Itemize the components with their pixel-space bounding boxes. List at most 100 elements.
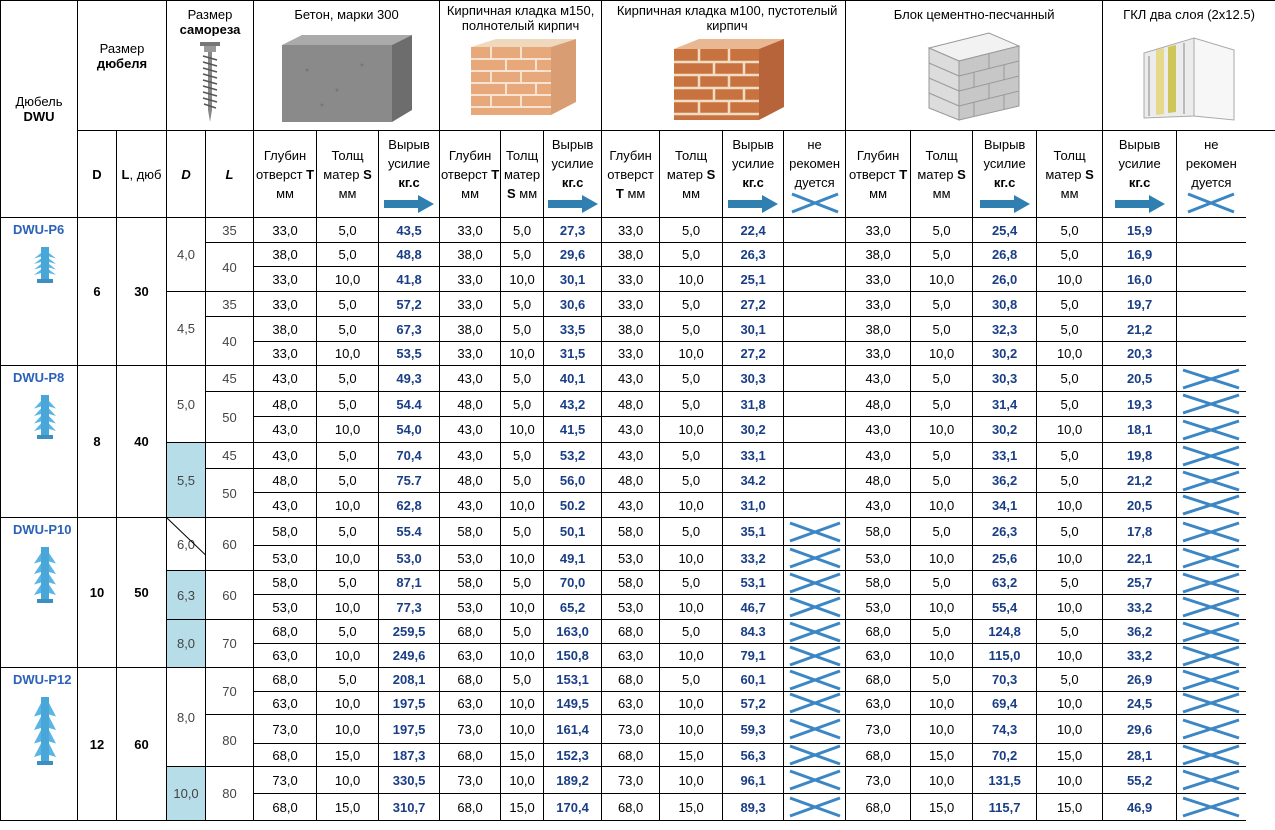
depth-label: Глубин отверст <box>607 147 654 182</box>
value-cell: 10,0 <box>316 266 380 292</box>
value-cell: 197,5 <box>378 714 441 744</box>
value-cell: 48,0 <box>845 391 912 417</box>
solid-brick-image <box>470 39 576 115</box>
not-recommended-cell <box>1176 217 1246 243</box>
value-cell: 10,0 <box>659 594 724 620</box>
pullout-label: Вырыв усилие <box>1118 137 1161 171</box>
value-cell: 149,5 <box>543 691 603 715</box>
value-cell: 30,1 <box>543 266 603 292</box>
value-cell: 29,6 <box>543 242 603 267</box>
value-cell: 5,0 <box>316 468 380 493</box>
value-cell: 15,0 <box>910 793 974 821</box>
material-header-solid-brick: Кирпичная кладка м150, полнотелый кирпич <box>439 0 603 131</box>
value-cell: 46,7 <box>722 594 785 620</box>
pullout-label: Вырыв усилие <box>387 137 431 171</box>
value-cell: 115,0 <box>972 643 1038 668</box>
value-cell: 48,0 <box>439 468 502 493</box>
value-cell: 58,0 <box>845 570 912 595</box>
thickness-symbol: S <box>1085 166 1094 182</box>
value-cell: 53,0 <box>601 594 661 620</box>
value-cell: 10,0 <box>500 266 545 292</box>
screw-diameter: 5,0 <box>166 365 207 443</box>
value-cell: 5,0 <box>500 391 545 417</box>
col-head-not-recommended: не рекомен дуется <box>1176 130 1246 218</box>
value-cell: 21,2 <box>1102 468 1178 493</box>
value-cell: 15,0 <box>659 743 724 767</box>
not-recommended-cross-icon <box>1182 596 1240 618</box>
value-cell: 20,3 <box>1102 341 1178 366</box>
value-cell: 36,2 <box>972 468 1038 493</box>
value-cell: 46,9 <box>1102 793 1178 821</box>
table-row: 8,0 70 68,0 5,0 259,5 68,0 5,0 163,0 68,0 5,0 84.3… <box>1 619 1275 668</box>
not-recommended-cell <box>1176 416 1246 443</box>
value-cell: 5,0 <box>1036 217 1104 243</box>
value-cell: 63,0 <box>253 691 318 715</box>
not-recommended-cross-icon <box>789 621 841 642</box>
cement-block-image <box>927 32 1021 121</box>
value-cell: 84.3 <box>722 619 785 644</box>
value-cell: 27,2 <box>722 341 785 366</box>
value-cell: 115,7 <box>972 793 1038 821</box>
not-recommended-cell <box>783 365 847 392</box>
value-cell: 20,5 <box>1102 365 1178 392</box>
value-cell: 38,0 <box>253 316 318 342</box>
table-row: 5,5 45 43,0 5,0 70,4 43,0 5,0 53,2 43,0 5,0 33,1 43… <box>1 442 1275 518</box>
material-header-concrete: Бетон, марки 300 <box>253 0 441 131</box>
screw-length: 70 <box>205 667 255 715</box>
not-recommended-cross-icon <box>1182 744 1240 766</box>
value-cell: 68,0 <box>439 667 502 692</box>
value-cell: 43,0 <box>439 416 502 443</box>
value-cell: 33,0 <box>845 266 912 292</box>
value-cell: 53,0 <box>845 594 912 620</box>
dowel-icon <box>34 697 56 765</box>
value-cell: 43,0 <box>253 365 318 392</box>
header-row-sub: D L, дюб D L Глубин отверст Т мм Толщ ма… <box>1 130 1275 218</box>
not-recommended-cell <box>1176 341 1246 366</box>
value-cell: 38,0 <box>845 316 912 342</box>
not-recommended-cell <box>1176 691 1246 715</box>
value-cell: 57,2 <box>722 691 785 715</box>
screw-diameter: 4,0 <box>166 217 207 292</box>
table-row: DWU-P10 10 50 6,0 60 58,0 5,0 55.4 58,0 5,0 50,1 58… <box>0 517 1275 668</box>
value-cell: 33,0 <box>601 217 661 243</box>
value-cell: 330,5 <box>378 766 441 794</box>
thickness-label: Толщ матер <box>503 147 541 182</box>
dowel-icon <box>34 395 56 439</box>
value-cell: 68,0 <box>439 619 502 644</box>
col-head-dowel-l: L, дюб <box>115 130 168 218</box>
not-recommended-cell <box>783 291 847 317</box>
not-recommended-cross-icon <box>1182 669 1240 690</box>
col-head-screw-d: D <box>166 130 207 218</box>
value-cell: 68,0 <box>601 667 661 692</box>
pullout-unit: кг.с <box>1128 175 1151 190</box>
not-recommended-cross-icon <box>1182 368 1240 389</box>
not-recommended-cross-icon <box>1182 470 1240 491</box>
table-row: 63,0 10,0 249,6 63,0 10,0 150,8 63,0 10,0 79,1 63… <box>1 643 1275 668</box>
not-recommended-cross-icon <box>1182 572 1240 593</box>
value-cell: 43,0 <box>601 365 661 392</box>
not-recommended-cross-icon <box>1182 445 1240 466</box>
value-cell: 10,0 <box>316 643 380 668</box>
value-cell: 5,0 <box>316 391 380 417</box>
value-cell: 5,0 <box>910 242 974 267</box>
value-cell: 20,5 <box>1102 492 1178 518</box>
value-cell: 53,0 <box>845 545 912 571</box>
value-cell: 68,0 <box>439 743 502 767</box>
not-recommended-cell <box>1176 442 1246 469</box>
not-recommended-cell <box>1176 468 1246 493</box>
value-cell: 89,3 <box>722 793 785 821</box>
dowel-model-cell: DWU-P6 <box>0 217 78 366</box>
pullout-unit: кг.с <box>742 175 764 190</box>
value-cell: 33,0 <box>845 291 912 317</box>
not-recommended-cross-icon <box>1182 621 1240 642</box>
table-row: 53,0 10,0 53,0 53,0 10,0 49,1 53,0 10,0 33,2 53,0… <box>1 545 1275 571</box>
thickness-unit: мм <box>932 185 951 201</box>
table-row: 53,0 10,0 77,3 53,0 10,0 65,2 53,0 10,0 46,7 53,0… <box>1 594 1275 620</box>
value-cell: 25,7 <box>1102 570 1178 595</box>
value-cell: 5,0 <box>316 316 380 342</box>
value-cell: 15,0 <box>1036 743 1104 767</box>
value-cell: 153,1 <box>543 667 603 692</box>
value-cell: 5,0 <box>1036 242 1104 267</box>
depth-symbol: Т <box>491 166 500 182</box>
value-cell: 48,0 <box>253 391 318 417</box>
